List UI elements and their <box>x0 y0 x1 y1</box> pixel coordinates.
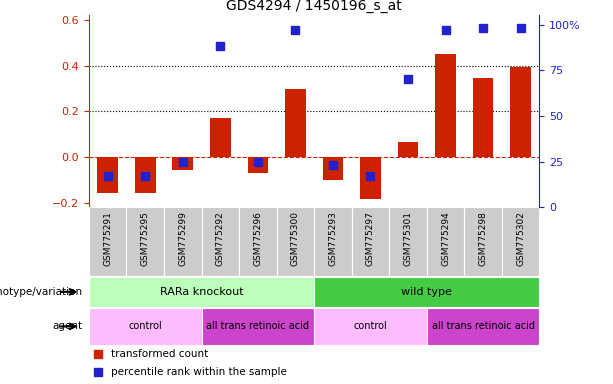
Bar <box>465 207 502 276</box>
Bar <box>172 157 193 170</box>
Text: all trans retinoic acid: all trans retinoic acid <box>207 321 310 331</box>
Text: control: control <box>354 321 387 331</box>
Bar <box>97 157 118 192</box>
Bar <box>502 207 539 276</box>
Text: GSM775295: GSM775295 <box>141 211 150 266</box>
Bar <box>202 207 239 276</box>
Text: GSM775298: GSM775298 <box>479 211 487 266</box>
Text: GSM775302: GSM775302 <box>516 211 525 266</box>
Bar <box>285 88 306 157</box>
Text: wild type: wild type <box>402 287 452 297</box>
Bar <box>389 207 427 276</box>
Bar <box>89 207 126 276</box>
Bar <box>314 207 352 276</box>
Text: GSM775301: GSM775301 <box>403 211 413 266</box>
Bar <box>427 207 465 276</box>
Text: GSM775292: GSM775292 <box>216 211 225 266</box>
Bar <box>511 67 531 157</box>
Bar <box>126 207 164 276</box>
Text: control: control <box>128 321 162 331</box>
Text: GSM775300: GSM775300 <box>291 211 300 266</box>
Bar <box>352 207 389 276</box>
Bar <box>427 308 539 345</box>
Bar <box>210 118 230 157</box>
Bar <box>89 277 314 306</box>
Text: transformed count: transformed count <box>112 349 208 359</box>
Bar <box>398 142 418 157</box>
Text: GSM775293: GSM775293 <box>329 211 337 266</box>
Bar <box>248 157 268 173</box>
Bar <box>239 207 276 276</box>
Text: GSM775296: GSM775296 <box>253 211 262 266</box>
Bar <box>322 157 343 180</box>
Bar <box>276 207 314 276</box>
Bar <box>435 54 456 157</box>
Text: RARa knockout: RARa knockout <box>160 287 243 297</box>
Text: GSM775299: GSM775299 <box>178 211 187 266</box>
Text: all trans retinoic acid: all trans retinoic acid <box>432 321 535 331</box>
Bar <box>473 78 493 157</box>
Bar <box>89 308 202 345</box>
Title: GDS4294 / 1450196_s_at: GDS4294 / 1450196_s_at <box>226 0 402 13</box>
Text: GSM775291: GSM775291 <box>103 211 112 266</box>
Bar <box>314 277 539 306</box>
Bar <box>202 308 314 345</box>
Text: agent: agent <box>53 321 83 331</box>
Text: GSM775294: GSM775294 <box>441 211 450 266</box>
Text: percentile rank within the sample: percentile rank within the sample <box>112 366 287 377</box>
Text: GSM775297: GSM775297 <box>366 211 375 266</box>
Bar <box>360 157 381 199</box>
Bar <box>314 308 427 345</box>
Text: genotype/variation: genotype/variation <box>0 287 83 297</box>
Bar <box>135 157 156 192</box>
Bar <box>164 207 202 276</box>
